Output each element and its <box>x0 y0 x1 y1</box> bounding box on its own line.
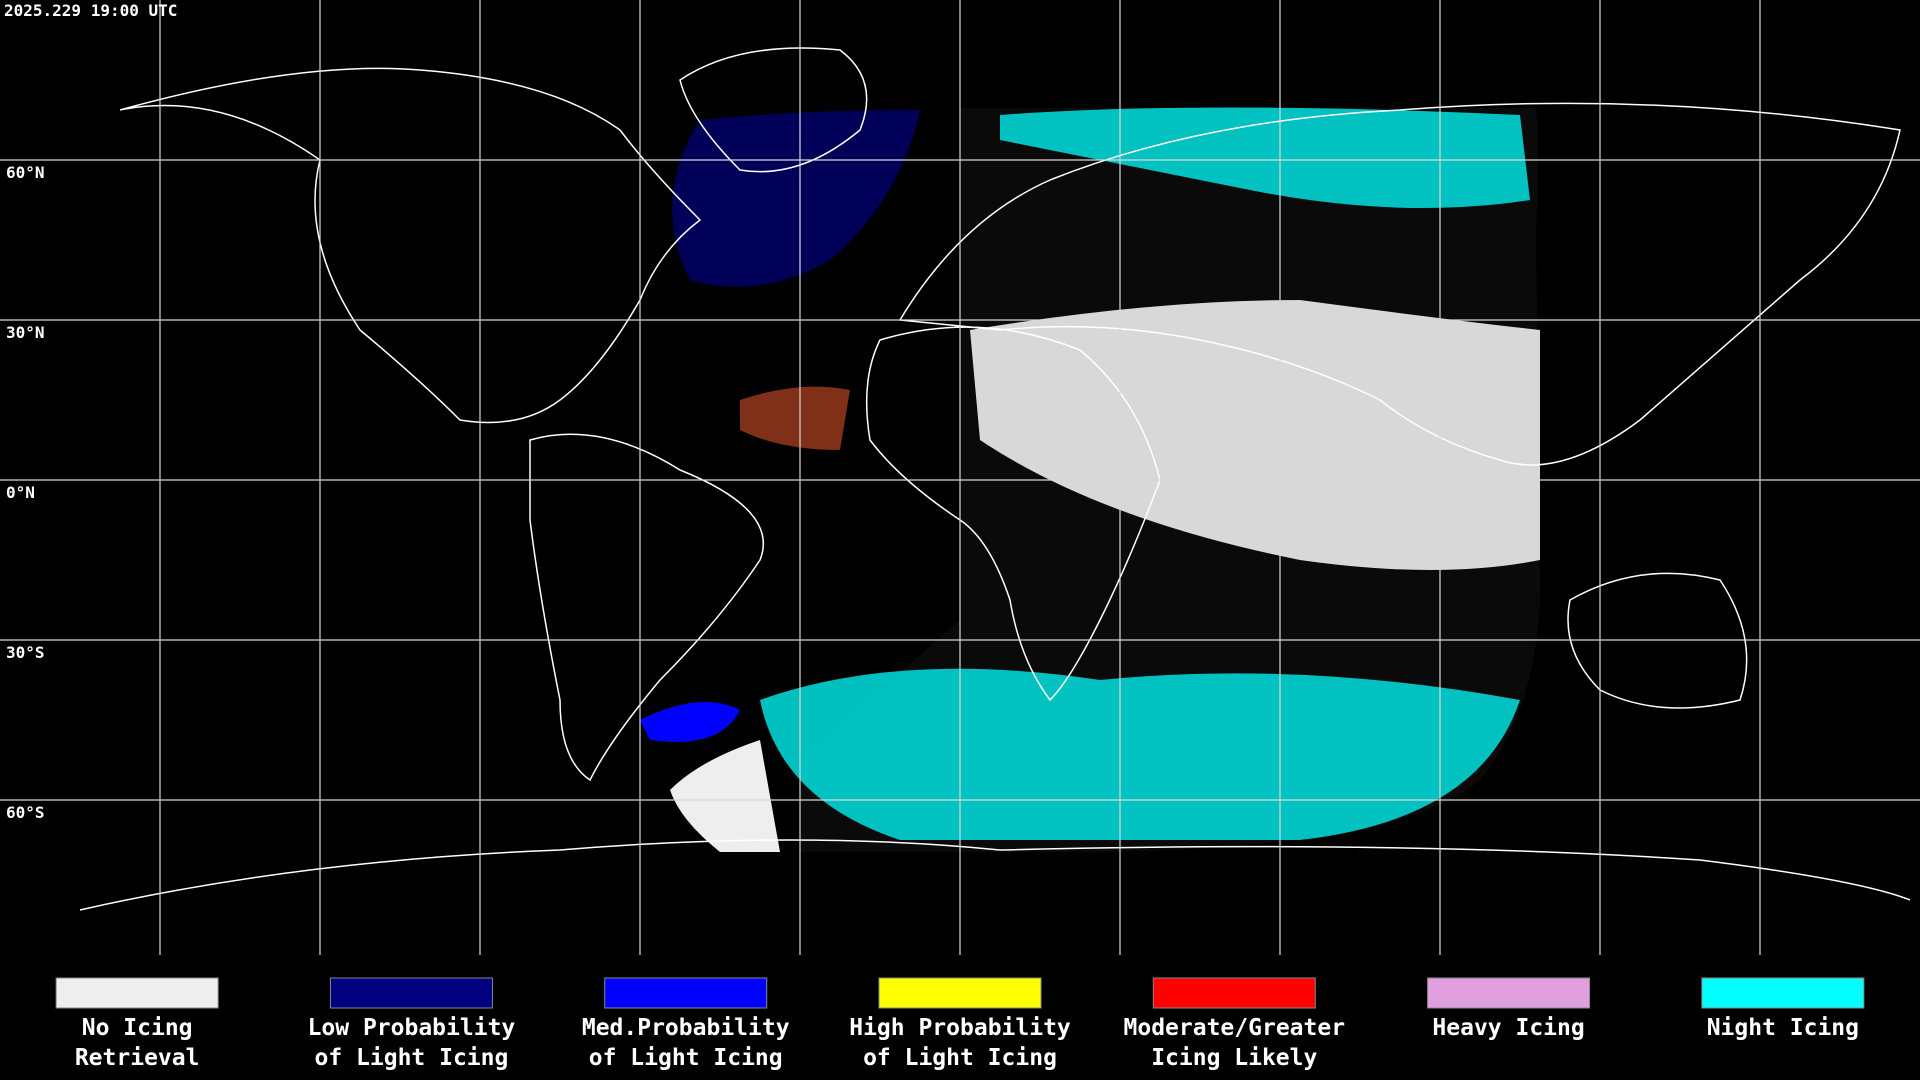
moderate-icing-area <box>740 386 850 450</box>
legend-item: Heavy Icing <box>1427 977 1591 1041</box>
legend-item: Low Probability of Light Icing <box>308 977 516 1071</box>
legend-swatch <box>878 977 1042 1009</box>
night-icing-area <box>1000 107 1530 208</box>
legend-label: High Probability <box>849 1015 1071 1041</box>
med-icing-area <box>640 702 740 742</box>
coastline <box>679 47 868 173</box>
latitude-label: 0°N <box>6 483 35 502</box>
no-icing-area <box>970 300 1540 570</box>
coastline <box>119 67 702 424</box>
legend-label: Heavy Icing <box>1432 1015 1584 1041</box>
latitude-label: 30°S <box>6 643 45 662</box>
legend-swatch <box>329 977 493 1009</box>
latitude-label: 60°N <box>6 163 45 182</box>
legend-label: Low Probability <box>308 1015 516 1041</box>
legend-label: Retrieval <box>75 1045 200 1071</box>
legend-label: Med.Probability <box>582 1015 790 1041</box>
legend-swatch <box>55 977 219 1009</box>
latitude-label: 60°S <box>6 803 45 822</box>
legend-swatch <box>604 977 768 1009</box>
legend-label: Moderate/Greater <box>1124 1015 1346 1041</box>
legend-background <box>0 955 1920 1080</box>
legend-label: of Light Icing <box>314 1045 508 1071</box>
legend-swatch <box>1427 977 1591 1009</box>
coastline <box>79 839 1911 911</box>
timestamp: 2025.229 19:00 UTC <box>4 1 177 20</box>
legend-item: Moderate/Greater Icing Likely <box>1124 977 1346 1071</box>
legend-label: of Light Icing <box>863 1045 1057 1071</box>
legend-swatch <box>1701 977 1865 1009</box>
legend-item: Med.Probability of Light Icing <box>582 977 790 1071</box>
coastlines <box>79 47 1911 911</box>
latitude-labels: 60°N 30°N 0°N 30°S 60°S <box>6 163 45 822</box>
legend-label: Icing Likely <box>1151 1045 1317 1071</box>
legend-label: of Light Icing <box>589 1045 783 1071</box>
legend-item: No Icing Retrieval <box>55 977 219 1071</box>
latitude-label: 30°N <box>6 323 45 342</box>
legend-label: Night Icing <box>1707 1015 1859 1041</box>
coastline <box>898 102 1901 466</box>
coastline <box>529 433 765 782</box>
coastline <box>1567 572 1748 709</box>
med-icing-area <box>672 110 920 287</box>
night-icing-area <box>760 668 1520 840</box>
legend-item: Night Icing <box>1701 977 1865 1041</box>
legend: No Icing Retrieval Low Probability of Light… <box>55 977 1865 1071</box>
no-icing-area <box>670 740 780 852</box>
legend-swatch <box>1152 977 1316 1009</box>
coastline <box>865 326 1161 702</box>
graticule <box>0 0 1920 955</box>
legend-label: No Icing <box>82 1015 193 1041</box>
legend-item: High Probability of Light Icing <box>849 977 1071 1071</box>
